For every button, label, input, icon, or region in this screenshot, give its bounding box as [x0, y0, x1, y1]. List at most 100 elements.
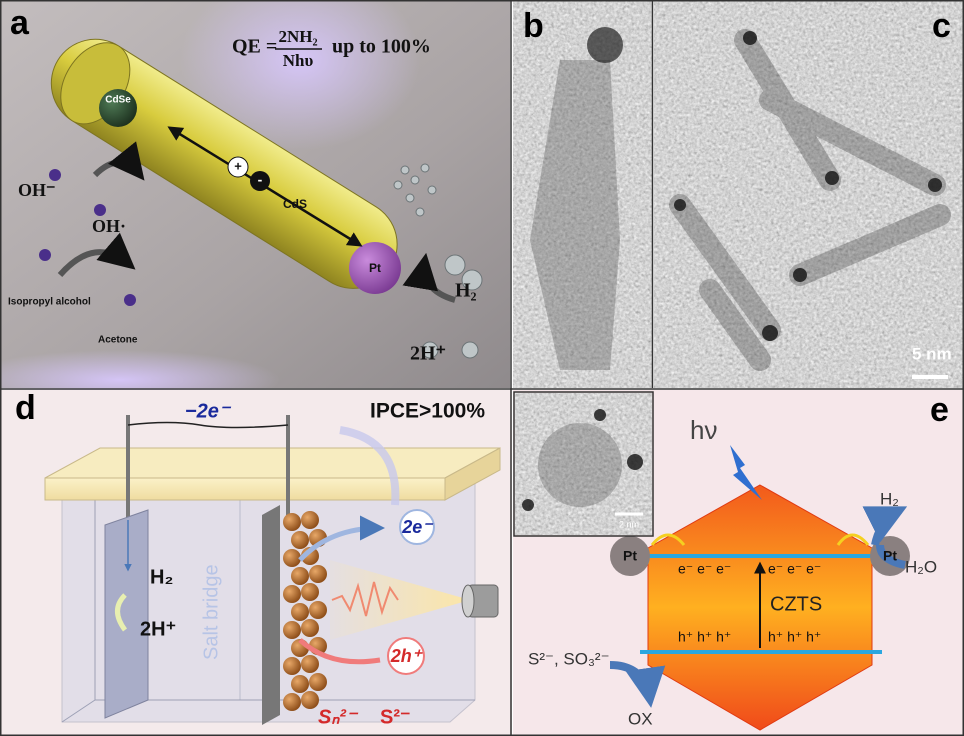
panel-label: b [523, 7, 544, 45]
illustration-circle [291, 603, 309, 621]
illustration-circle [250, 171, 270, 191]
group [393, 163, 483, 359]
illustration-path [339, 426, 400, 506]
illustration-rect [654, 0, 964, 388]
oh-radical: OH· [92, 216, 126, 236]
group: OH⁻ OH· H₂ 2H⁺ [18, 180, 477, 364]
electron-transfer: −2e⁻ [185, 400, 232, 422]
illustration-ellipse [461, 584, 475, 618]
minus-sign: - [258, 172, 263, 188]
illustration-path [127, 421, 289, 429]
equation-numerator: 2NH₂ [278, 27, 317, 46]
acetone-label: Acetone [98, 335, 138, 346]
sulfide-label: S²⁻ [380, 706, 411, 728]
illustration-circle [349, 242, 401, 294]
electron-label: 2e⁻ [401, 517, 434, 537]
sacrificial-label: S²⁻, SO₃²⁻ [528, 649, 610, 668]
group: QE = 2NH₂ Nhυ up to 100% [232, 27, 431, 70]
salt-bridge-label: Salt bridge [200, 564, 222, 660]
group [522, 409, 643, 511]
illustration-circle [400, 165, 410, 175]
polysulfide-label: Sₙ²⁻ [318, 706, 359, 728]
illustration-path [92, 141, 145, 181]
illustration-circle [420, 163, 430, 173]
illustration-polygon [730, 445, 762, 500]
illustration-line [61, 699, 96, 723]
illustration-circle [762, 325, 778, 341]
illustration-circle [39, 249, 51, 261]
illustration-path [298, 638, 381, 665]
illustration-circle [309, 565, 327, 583]
h2-label: H₂ [880, 489, 899, 508]
pt-label: Pt [883, 548, 897, 564]
illustration-rect [44, 477, 446, 501]
illustration-circle [283, 513, 301, 531]
ox-label: OX [628, 709, 653, 728]
equation-lhs: QE = [232, 36, 277, 58]
photon-label: hν [690, 415, 717, 445]
illustration-circle [587, 27, 623, 63]
illustration-circle [538, 423, 622, 507]
panel-e: 2 nm e hν H₂ H₂O Pt Pt e⁻ e⁻ e⁻ e⁻ e⁻ e⁻… [513, 390, 964, 736]
illustration-line [759, 89, 946, 196]
illustration-circle [405, 193, 415, 203]
panel-a: a QE = 2NH₂ Nhυ up to 100% CdSe + - CdS … [0, 0, 510, 410]
illustration-path [331, 581, 399, 617]
cdse-label: CdSe [105, 95, 131, 106]
pt-label: Pt [623, 548, 637, 564]
illustration-circle [301, 583, 319, 601]
illustration-circle [283, 657, 301, 675]
illustration-circle [291, 531, 309, 549]
illustration-polygon [444, 447, 501, 501]
illustration-circle [393, 180, 403, 190]
illustration-ellipse [180, 0, 420, 150]
illustration-circle [674, 199, 686, 211]
panel-d: d −2e⁻ IPCE>100% Salt bridge H₂ 2H⁺ 2e⁻ … [0, 389, 512, 736]
illustration-circle [99, 89, 137, 127]
illustration-circle [743, 31, 757, 45]
panel-label: e [930, 391, 949, 429]
2h-label: 2H⁺ [410, 343, 446, 365]
illustration-circle [227, 156, 249, 178]
illustration-circle [301, 691, 319, 709]
illustration-circle [444, 254, 466, 276]
illustration-circle [610, 536, 650, 576]
ipce-label: IPCE>100% [370, 400, 485, 423]
panel-b: b [513, 0, 652, 388]
plus-sign: + [234, 158, 242, 173]
illustration-circle [49, 169, 61, 181]
hole-label: 2h⁺ [390, 646, 424, 666]
illustration-polygon [330, 560, 470, 640]
illustration-circle [461, 269, 483, 291]
illustration-circle [283, 621, 301, 639]
illustration-circle [291, 675, 309, 693]
illustration-path [115, 593, 128, 632]
panel-label: a [10, 4, 30, 42]
h2-label: H₂ [150, 566, 173, 588]
holes-label: h⁺ h⁺ h⁺ [768, 629, 821, 645]
illustration-circle [124, 294, 136, 306]
illustration-line [669, 194, 781, 341]
illustration-circle [928, 178, 942, 192]
illustration-circle [283, 549, 301, 567]
illustration-line [789, 204, 951, 286]
group [669, 29, 951, 371]
illustration-circle [301, 619, 319, 637]
scale-bar-label: 5 nm [912, 344, 952, 363]
pt-label: Pt [369, 261, 381, 275]
illustration-path [862, 506, 908, 546]
illustration-path [57, 232, 136, 277]
illustration-circle [399, 509, 435, 545]
illustration-circle [94, 204, 106, 216]
illustration-line [699, 279, 771, 371]
2h-label: 2H⁺ [140, 618, 176, 640]
illustration-rect [513, 0, 652, 388]
illustration-circle [427, 185, 437, 195]
illustration-circle [522, 499, 534, 511]
equation-denominator: Nhυ [283, 51, 314, 70]
illustration-circle [309, 601, 327, 619]
panel-label: d [15, 389, 36, 427]
electrons-label: e⁻ e⁻ e⁻ [678, 561, 731, 577]
